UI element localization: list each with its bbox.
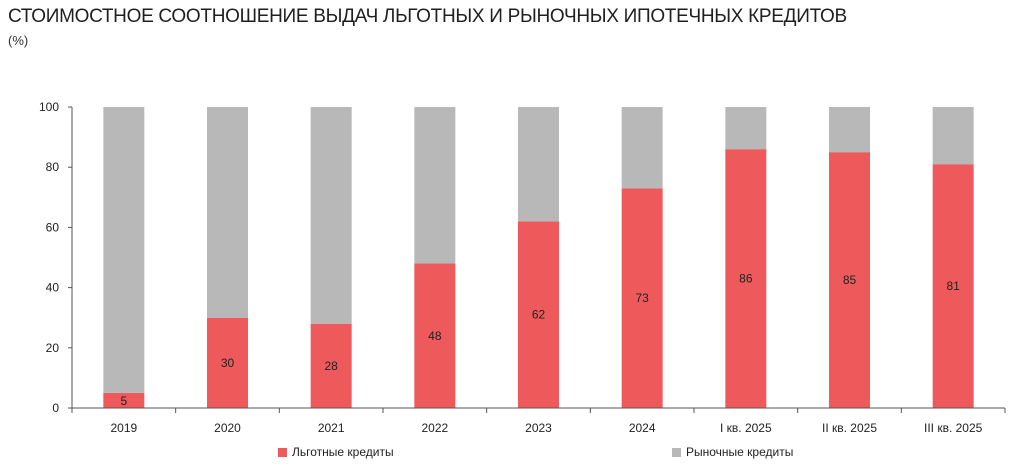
x-tick-label-4: 2023 [525, 421, 552, 435]
legend-swatch-preferential [278, 447, 287, 457]
y-tick-label-3: 60 [46, 220, 60, 234]
bar-market-6 [725, 107, 767, 150]
x-tick-label-0: 2019 [110, 421, 137, 435]
legend-label-preferential: Льготные кредиты [292, 445, 394, 459]
legend: Льготные кредиты Рыночные кредиты [0, 445, 1035, 463]
x-tick-label-3: 2022 [421, 421, 448, 435]
chart-subtitle: (%) [8, 33, 29, 48]
bar-preferential-8 [932, 164, 974, 408]
bar-preferential-6 [725, 149, 767, 408]
data-label-6: 86 [739, 272, 753, 286]
legend-swatch-market [672, 447, 681, 457]
bar-preferential-7 [829, 152, 870, 408]
data-label-1: 30 [221, 356, 235, 370]
bar-market-3 [414, 107, 456, 264]
data-label-5: 73 [635, 291, 649, 305]
data-label-3: 48 [428, 329, 442, 343]
x-tick-label-6: I кв. 2025 [720, 421, 772, 435]
x-tick-label-7: II кв. 2025 [822, 421, 877, 435]
bar-preferential-1 [207, 317, 248, 408]
bar-preferential-2 [310, 323, 352, 408]
y-tick-label-5: 100 [39, 100, 59, 114]
legend-label-market: Рыночные кредиты [686, 445, 794, 459]
chart-title: СТОИМОСТНОЕ СООТНОШЕНИЕ ВЫДАЧ ЛЬГОТНЫХ И… [8, 6, 847, 27]
bar-preferential-4 [518, 221, 559, 408]
y-tick-label-0: 0 [52, 401, 59, 415]
stacked-bar-chart: 5 30 28 48 62 73 86 85 81 0 20 40 60 80 100 2019 2020 202… [39, 100, 1006, 435]
bar-preferential-0 [103, 392, 145, 408]
data-label-7: 85 [843, 273, 857, 287]
y-tick-label-4: 80 [46, 160, 60, 174]
bar-market-1 [207, 107, 248, 318]
bar-market-5 [621, 107, 663, 189]
data-label-2: 28 [324, 359, 338, 373]
bar-market-7 [829, 107, 870, 153]
x-tick-label-2: 2021 [318, 421, 345, 435]
x-tick-label-1: 2020 [214, 421, 241, 435]
data-label-4: 62 [532, 308, 546, 322]
bar-market-8 [932, 107, 974, 165]
bar-market-4 [518, 107, 559, 222]
bar-preferential-3 [414, 263, 456, 408]
y-tick-label-2: 40 [46, 281, 60, 295]
y-tick-label-1: 20 [46, 341, 60, 355]
bar-preferential-5 [621, 188, 663, 408]
bar-market-0 [103, 107, 145, 393]
legend-item-preferential: Льготные кредиты [278, 445, 394, 459]
data-label-8: 81 [946, 279, 960, 293]
bar-market-2 [310, 107, 352, 324]
data-label-0: 5 [120, 394, 127, 408]
x-tick-label-8: III кв. 2025 [924, 421, 983, 435]
x-tick-label-5: 2024 [629, 421, 656, 435]
legend-item-market: Рыночные кредиты [672, 445, 793, 459]
